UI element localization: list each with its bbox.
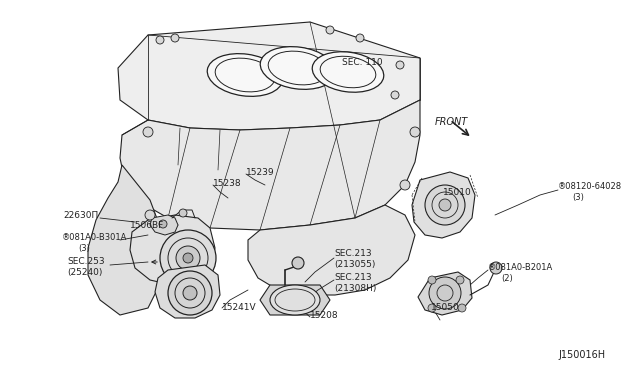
Polygon shape	[155, 265, 220, 318]
Ellipse shape	[312, 52, 384, 92]
Text: SEC.213: SEC.213	[334, 250, 372, 259]
Polygon shape	[150, 215, 178, 235]
Polygon shape	[260, 285, 330, 315]
Text: ®081A0-B201A: ®081A0-B201A	[488, 263, 553, 272]
Text: 15010: 15010	[443, 187, 472, 196]
Polygon shape	[412, 172, 475, 238]
Circle shape	[428, 304, 436, 312]
Text: 15238: 15238	[213, 179, 242, 187]
Text: ®08120-64028: ®08120-64028	[558, 182, 622, 190]
Circle shape	[356, 34, 364, 42]
Ellipse shape	[270, 285, 320, 315]
Circle shape	[456, 276, 464, 284]
Circle shape	[159, 220, 167, 228]
Circle shape	[396, 61, 404, 69]
Circle shape	[400, 180, 410, 190]
Text: SEC.213: SEC.213	[334, 273, 372, 282]
Circle shape	[439, 199, 451, 211]
Polygon shape	[248, 205, 415, 295]
Ellipse shape	[207, 54, 283, 96]
Circle shape	[145, 210, 155, 220]
Text: (213055): (213055)	[334, 260, 376, 269]
Circle shape	[168, 271, 212, 315]
Polygon shape	[120, 100, 420, 230]
Text: (3): (3)	[78, 244, 90, 253]
Circle shape	[171, 34, 179, 42]
Circle shape	[156, 36, 164, 44]
Circle shape	[292, 257, 304, 269]
Polygon shape	[118, 22, 420, 130]
Text: 15241V: 15241V	[222, 302, 257, 311]
Circle shape	[458, 304, 466, 312]
Circle shape	[326, 26, 334, 34]
Circle shape	[425, 185, 465, 225]
Text: (3): (3)	[572, 192, 584, 202]
Text: 15208: 15208	[310, 311, 339, 320]
Polygon shape	[418, 272, 472, 315]
Circle shape	[176, 246, 200, 270]
Circle shape	[143, 127, 153, 137]
Text: ®081A0-B301A: ®081A0-B301A	[62, 232, 127, 241]
Circle shape	[428, 276, 436, 284]
Circle shape	[391, 91, 399, 99]
Text: (21308H): (21308H)	[334, 283, 376, 292]
Circle shape	[183, 286, 197, 300]
Circle shape	[490, 262, 502, 274]
Text: SEC. 110: SEC. 110	[342, 58, 383, 67]
Text: (2): (2)	[501, 273, 513, 282]
Text: 1506BF: 1506BF	[130, 221, 164, 230]
Circle shape	[183, 253, 193, 263]
Polygon shape	[130, 215, 215, 285]
Text: SEC.253: SEC.253	[67, 257, 104, 266]
Ellipse shape	[260, 46, 336, 89]
Circle shape	[429, 277, 461, 309]
Text: 15050: 15050	[431, 302, 460, 311]
Circle shape	[410, 127, 420, 137]
Text: 15239: 15239	[246, 167, 275, 176]
Circle shape	[160, 230, 216, 286]
Polygon shape	[88, 165, 165, 315]
Text: (25240): (25240)	[67, 267, 102, 276]
Circle shape	[179, 209, 187, 217]
Text: FRONT: FRONT	[435, 117, 468, 127]
Text: 22630Π: 22630Π	[63, 211, 99, 219]
Ellipse shape	[279, 291, 311, 309]
Text: J150016H: J150016H	[558, 350, 605, 360]
